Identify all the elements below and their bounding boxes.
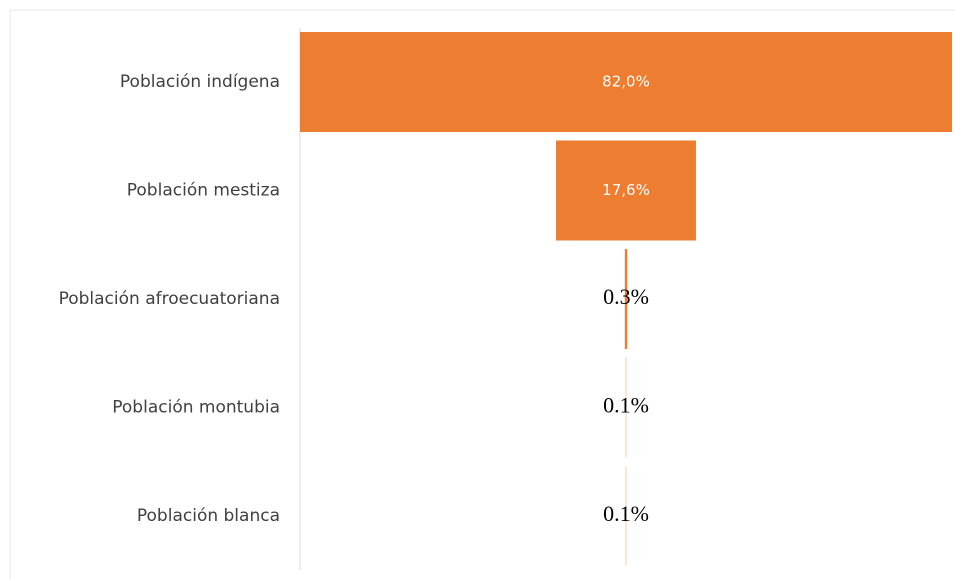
funnel-bar [625, 466, 627, 566]
data-label: 17,6% [602, 181, 650, 199]
category-label: Población montubia [112, 398, 280, 418]
category-label: Población indígena [120, 72, 280, 92]
funnel-bar [300, 32, 952, 132]
category-label: Población mestiza [127, 181, 280, 201]
data-label: 82,0% [602, 73, 650, 91]
funnel-bar [556, 140, 696, 241]
data-label: 0.3% [603, 284, 649, 309]
category-label: Población afroecuatoriana [59, 289, 280, 309]
data-label: 0.1% [603, 393, 649, 418]
data-label: 0.1% [603, 501, 649, 526]
category-label: Población blanca [137, 506, 280, 526]
funnel-bar [624, 249, 628, 349]
funnel-bar [625, 357, 627, 458]
